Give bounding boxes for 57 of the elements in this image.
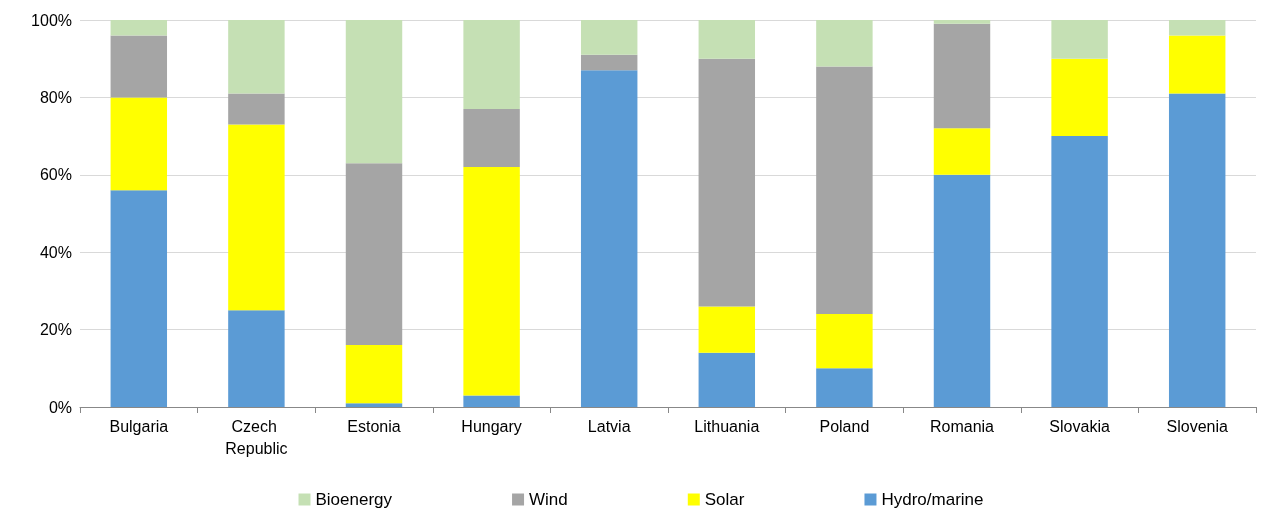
y-tick-label: 0% xyxy=(48,398,72,416)
bar xyxy=(1051,20,1108,59)
y-tick-label: 100% xyxy=(31,11,72,29)
bar xyxy=(1168,20,1226,36)
bar xyxy=(580,20,638,55)
bar xyxy=(110,35,168,98)
legend-label: Bioenergy xyxy=(315,490,393,509)
bar xyxy=(345,345,403,404)
bar xyxy=(816,368,873,407)
bar xyxy=(345,163,403,346)
bar xyxy=(933,20,991,24)
x-tick-label: Lithuania xyxy=(694,417,760,435)
bar xyxy=(580,70,638,407)
x-tick-label: Romania xyxy=(929,417,995,435)
bar xyxy=(110,190,168,407)
bar xyxy=(698,352,756,407)
bar xyxy=(698,306,756,353)
bar xyxy=(580,54,638,71)
bar xyxy=(816,314,873,369)
bar xyxy=(463,167,520,396)
bar xyxy=(1168,35,1226,94)
bar xyxy=(698,58,756,307)
bar xyxy=(463,109,520,168)
bar xyxy=(110,20,168,36)
legend-label: Wind xyxy=(529,490,568,509)
bar xyxy=(816,66,873,315)
x-tick-label: Estonia xyxy=(347,417,401,435)
bar xyxy=(816,20,873,67)
y-tick-label: 40% xyxy=(39,243,72,261)
bar xyxy=(698,20,756,59)
bar xyxy=(1051,136,1108,407)
x-tick-label: Latvia xyxy=(587,417,631,435)
bar xyxy=(1168,93,1226,407)
bar xyxy=(933,174,991,407)
bar xyxy=(110,97,168,191)
x-tick-label: Slovakia xyxy=(1049,417,1110,435)
bar xyxy=(463,395,520,407)
x-tick-label: Bulgaria xyxy=(109,417,169,435)
bar xyxy=(933,23,991,129)
y-tick-label: 20% xyxy=(39,321,72,339)
bar xyxy=(228,93,285,125)
x-tick-label: Hungary xyxy=(461,417,522,435)
bar xyxy=(345,20,403,164)
y-tick-label: 60% xyxy=(39,166,72,184)
legend-label: Solar xyxy=(704,490,745,509)
bar xyxy=(228,310,285,407)
x-tick-label: Slovenia xyxy=(1166,417,1228,435)
y-tick-label: 80% xyxy=(39,88,72,106)
bar xyxy=(228,124,285,311)
bar xyxy=(228,20,285,94)
x-tick-label: Czech Republic xyxy=(225,417,288,457)
x-tick-label: Poland xyxy=(819,417,870,435)
legend-label: Hydro/marine xyxy=(881,490,984,509)
bar xyxy=(1051,58,1108,137)
bar xyxy=(345,403,403,407)
bar xyxy=(933,128,991,175)
bar xyxy=(463,20,520,110)
